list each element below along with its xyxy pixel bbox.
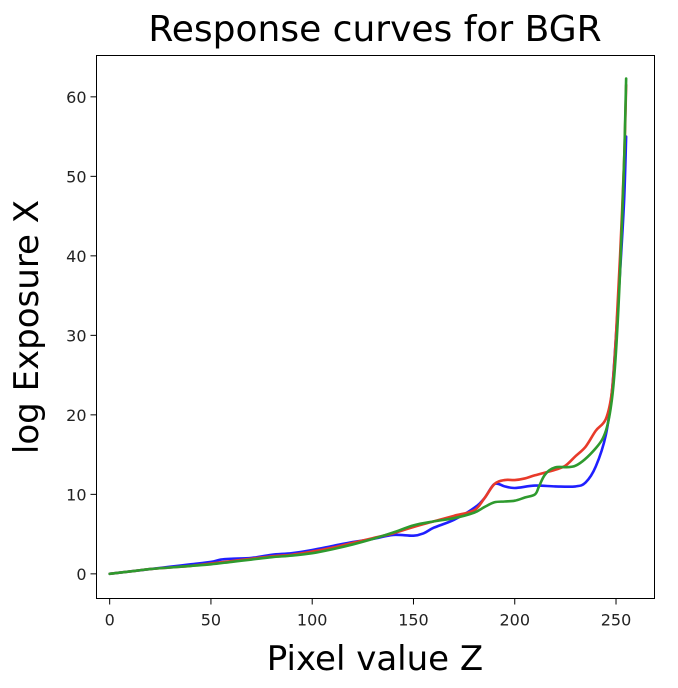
plot-frame xyxy=(96,55,655,599)
y-axis-label: log Exposure X xyxy=(7,200,47,454)
y-tick-label: 30 xyxy=(66,326,86,345)
y-tick-label: 40 xyxy=(66,247,86,266)
y-tick-label: 0 xyxy=(76,565,86,584)
y-tick-label: 50 xyxy=(66,167,86,186)
x-tick-label: 200 xyxy=(499,611,530,630)
series-line-red xyxy=(108,83,628,576)
x-tick-label: 100 xyxy=(297,611,328,630)
x-axis-label: Pixel value Z xyxy=(267,639,483,679)
x-tick-label: 0 xyxy=(105,611,115,630)
series-line-green xyxy=(108,77,628,576)
y-tick-label: 10 xyxy=(66,485,86,504)
y-tick-label: 60 xyxy=(66,88,86,107)
axis-ticks: 0 50 100 150 200 250 0 10 20 30 40 50 60 xyxy=(66,88,631,630)
x-tick-label: 150 xyxy=(398,611,429,630)
series-line-blue xyxy=(108,135,628,576)
x-tick-label: 250 xyxy=(601,611,632,630)
y-tick-label: 20 xyxy=(66,406,86,425)
chart-title: Response curves for BGR xyxy=(148,9,601,50)
plot-series xyxy=(108,77,628,576)
x-tick-label: 50 xyxy=(201,611,221,630)
